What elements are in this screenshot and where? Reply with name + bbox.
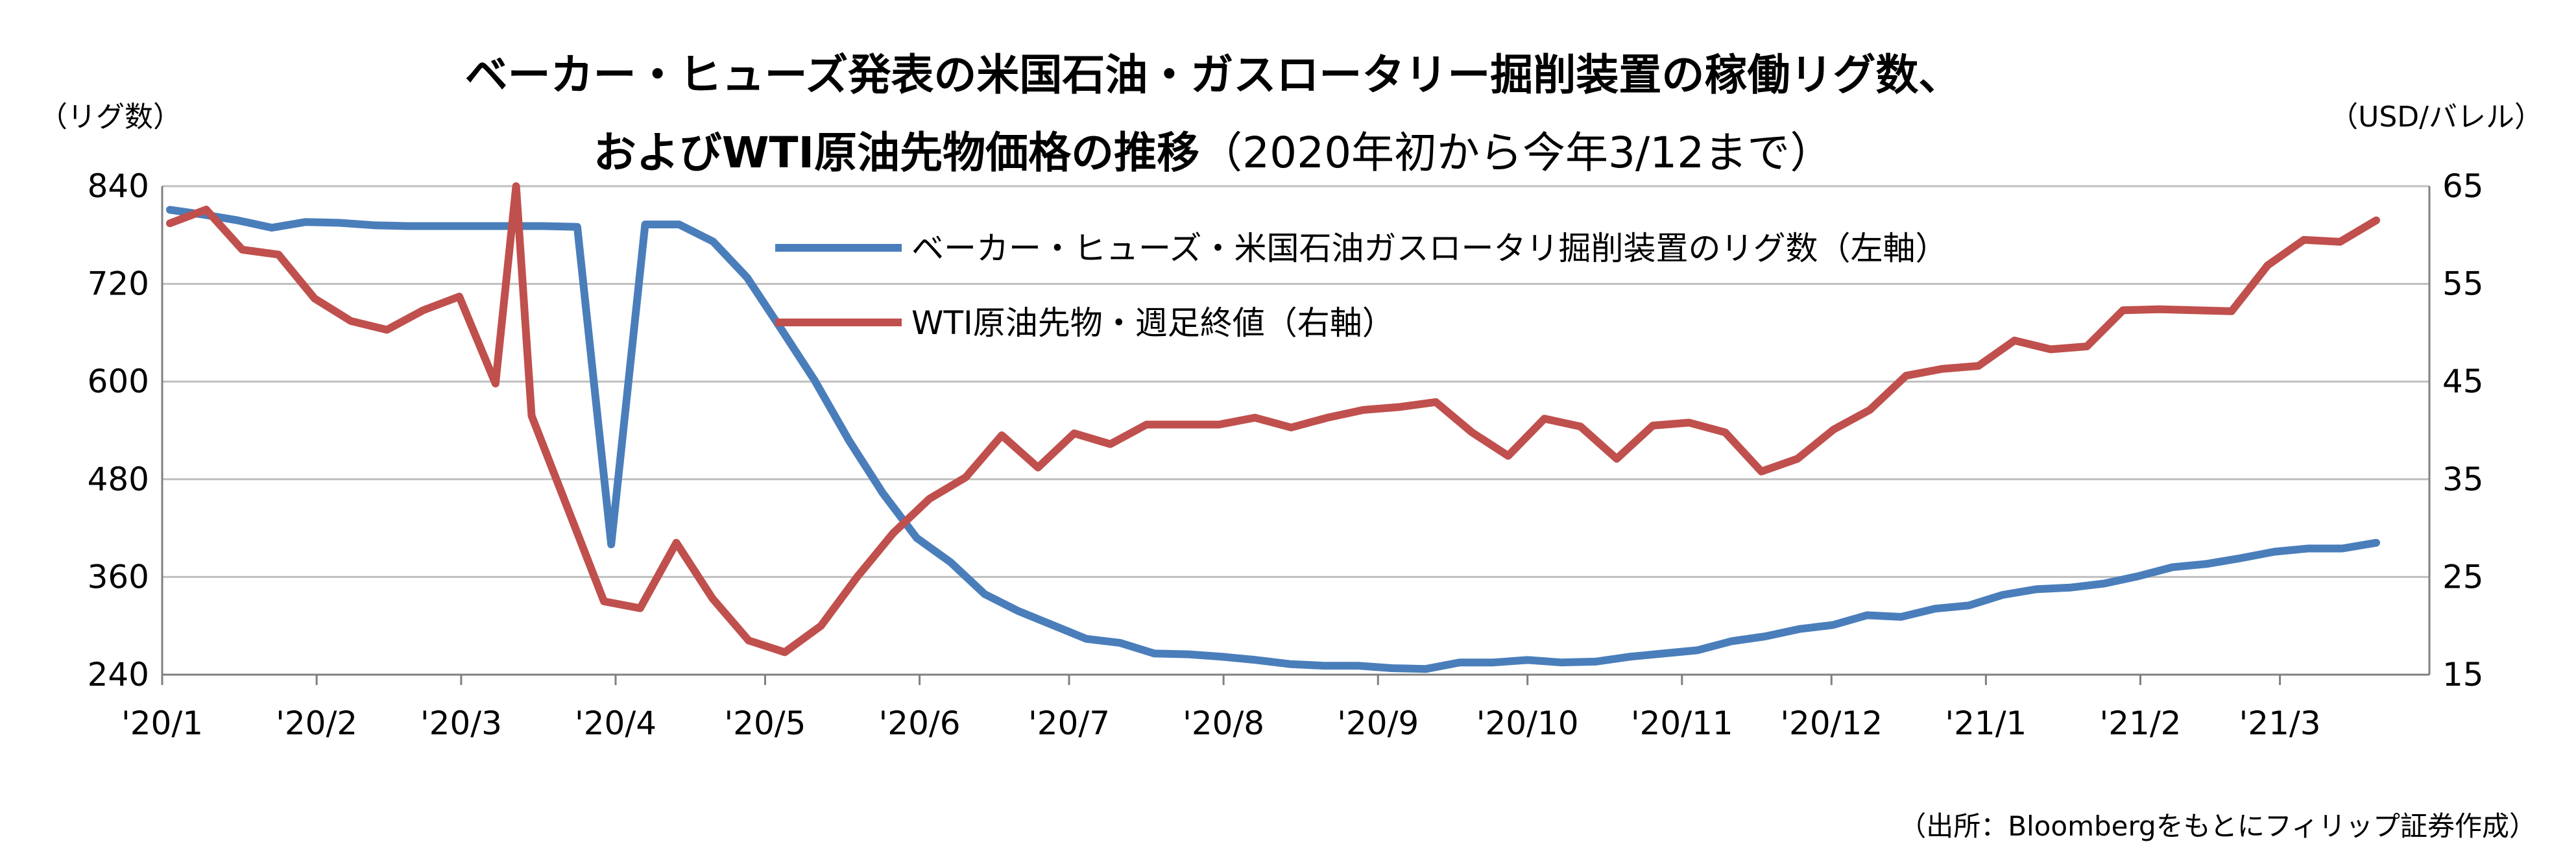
left-tick-label: 720 [88, 265, 149, 303]
series-lines [166, 182, 2380, 673]
left-tick-label: 600 [88, 363, 149, 400]
x-tick-label: '21/2 [2099, 704, 2181, 742]
chart-subtitle-paren: （2020年初から今年3/12まで） [1199, 128, 1833, 178]
right-tick-label: 55 [2442, 265, 2484, 303]
source-note: （出所：Bloombergをもとにフィリップ証券作成） [1899, 810, 2536, 842]
grid-lines [162, 185, 2429, 578]
legend-label-wti: WTI原油先物・週足終値（右軸） [911, 304, 1395, 342]
x-tick-label: '20/2 [276, 704, 357, 742]
x-tick-label: '20/12 [1780, 704, 1883, 742]
legend: ベーカー・ヒューズ・米国石油ガスロータリ掘削装置のリグ数（左軸） WTI原油先物… [775, 230, 1948, 342]
x-tick-label: '20/1 [121, 704, 203, 742]
x-tick-label: '21/3 [2239, 704, 2321, 742]
series-line-wti [166, 182, 2380, 656]
series-line-rigs [166, 206, 2380, 673]
left-axis-unit: （リグ数） [39, 101, 182, 134]
axes [161, 186, 2431, 676]
x-tick-label: '20/10 [1476, 704, 1579, 742]
left-tick-label: 480 [88, 461, 149, 498]
left-tick-label: 840 [88, 167, 149, 205]
right-tick-label: 65 [2442, 167, 2484, 205]
left-axis-ticks: 840 720 600 480 360 240 [88, 167, 149, 693]
right-tick-label: 25 [2442, 558, 2484, 596]
x-tick-label: '21/1 [1945, 704, 2027, 742]
chart-subtitle-bold: およびWTI原油先物価格の推移 [594, 128, 1199, 178]
right-axis-unit: （USD/バレル） [2329, 101, 2543, 134]
right-tick-label: 15 [2442, 656, 2484, 693]
x-tick-label: '20/11 [1631, 704, 1733, 742]
legend-label-rigs: ベーカー・ヒューズ・米国石油ガスロータリ掘削装置のリグ数（左軸） [911, 230, 1948, 267]
x-tick-label: '20/8 [1183, 704, 1264, 742]
right-tick-label: 35 [2442, 461, 2484, 498]
right-axis-ticks: 65 55 45 35 25 15 [2442, 167, 2484, 693]
chart-subtitle: およびWTI原油先物価格の推移（2020年初から今年3/12まで） [594, 128, 1833, 178]
x-axis-ticks: '20/1 '20/2 '20/3 '20/4 '20/5 '20/6 '20/7 '20/8… [121, 675, 2321, 742]
x-tick-label: '20/7 [1028, 704, 1110, 742]
left-tick-label: 360 [88, 558, 149, 596]
x-tick-label: '20/4 [575, 704, 656, 742]
x-tick-label: '20/9 [1337, 704, 1419, 742]
x-tick-label: '20/6 [879, 704, 961, 742]
left-tick-label: 240 [88, 656, 149, 693]
x-tick-label: '20/5 [724, 704, 806, 742]
right-tick-label: 45 [2442, 363, 2484, 400]
chart-title: ベーカー・ヒューズ発表の米国石油・ガスロータリー掘削装置の稼働リグ数、 [465, 50, 1962, 100]
x-tick-label: '20/3 [420, 704, 502, 742]
